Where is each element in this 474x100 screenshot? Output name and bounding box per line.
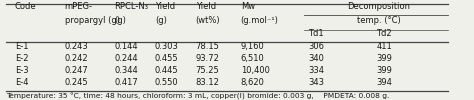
Text: 75.25: 75.25: [196, 66, 219, 75]
Text: mPEG-: mPEG-: [64, 2, 92, 11]
Text: Temperature: 35 °C, time: 48 hours, chloroform: 3 mL, copper(I) bromide: 0.003 g: Temperature: 35 °C, time: 48 hours, chlo…: [6, 92, 389, 100]
Text: Mw: Mw: [241, 2, 255, 11]
Text: 0.144: 0.144: [114, 42, 138, 51]
Text: 0.245: 0.245: [64, 78, 88, 87]
Text: 0.455: 0.455: [155, 54, 179, 63]
Text: 411: 411: [376, 42, 392, 51]
Text: E-4: E-4: [15, 78, 28, 87]
Text: 9,160: 9,160: [241, 42, 264, 51]
Text: Td1: Td1: [309, 28, 324, 38]
Text: 340: 340: [309, 54, 324, 63]
Text: 0.247: 0.247: [64, 66, 88, 75]
Text: E-3: E-3: [15, 66, 28, 75]
Text: 0.550: 0.550: [155, 78, 179, 87]
Text: Code: Code: [15, 2, 36, 11]
Text: Decomposition: Decomposition: [347, 2, 410, 11]
Text: 399: 399: [376, 66, 392, 75]
Text: E-2: E-2: [15, 54, 28, 63]
Text: temp. (°C): temp. (°C): [356, 16, 400, 25]
Text: 83.12: 83.12: [196, 78, 219, 87]
Text: 0.303: 0.303: [155, 42, 179, 51]
Text: propargyl (g): propargyl (g): [64, 16, 119, 25]
Text: Yield: Yield: [196, 2, 216, 11]
Text: 0.243: 0.243: [64, 42, 88, 51]
Text: (g): (g): [114, 16, 126, 25]
Text: 10,400: 10,400: [241, 66, 270, 75]
Text: 8,620: 8,620: [241, 78, 264, 87]
Text: 6,510: 6,510: [241, 54, 264, 63]
Text: 93.72: 93.72: [196, 54, 219, 63]
Text: E-1: E-1: [15, 42, 28, 51]
Text: Yield: Yield: [155, 2, 175, 11]
Text: 0.344: 0.344: [114, 66, 138, 75]
Text: (g.mol⁻¹): (g.mol⁻¹): [241, 16, 279, 25]
Text: 78.15: 78.15: [196, 42, 219, 51]
Text: 343: 343: [309, 78, 324, 87]
Text: 399: 399: [376, 54, 392, 63]
Text: (g): (g): [155, 16, 167, 25]
Text: 394: 394: [376, 78, 392, 87]
Text: RPCL-N₃: RPCL-N₃: [114, 2, 148, 11]
Text: 0.242: 0.242: [64, 54, 88, 63]
Text: 0.445: 0.445: [155, 66, 179, 75]
Text: 306: 306: [309, 42, 324, 51]
Text: (wt%): (wt%): [196, 16, 220, 25]
Text: Td2: Td2: [376, 28, 392, 38]
Text: 0.244: 0.244: [114, 54, 138, 63]
Text: 0.417: 0.417: [114, 78, 138, 87]
Text: 334: 334: [309, 66, 324, 75]
